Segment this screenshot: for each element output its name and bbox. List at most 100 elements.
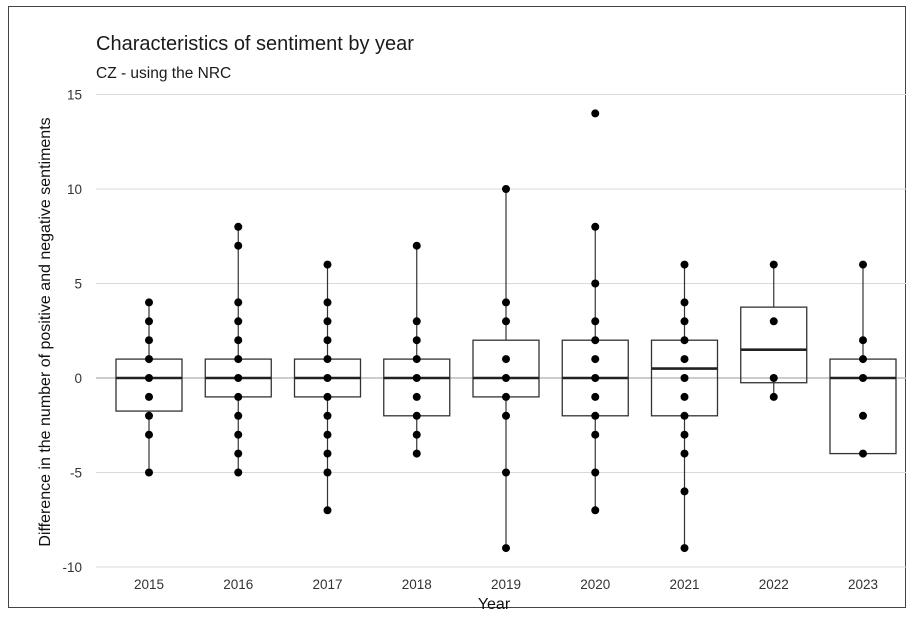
x-tick-label: 2017 <box>312 577 342 592</box>
data-point <box>680 298 689 307</box>
data-point <box>769 317 778 326</box>
y-tick-label: -5 <box>70 466 82 481</box>
data-point <box>591 374 600 382</box>
chart-title: Characteristics of sentiment by year <box>96 33 414 55</box>
data-point <box>502 468 510 477</box>
data-point <box>502 544 510 553</box>
data-point <box>412 336 421 345</box>
x-tick-label: 2022 <box>759 577 789 592</box>
data-point <box>412 430 421 439</box>
x-tick-label: 2020 <box>580 577 610 592</box>
data-point <box>591 506 600 515</box>
box-2023 <box>829 358 897 455</box>
y-tick-label: 0 <box>74 371 82 386</box>
data-point <box>502 411 510 420</box>
box-2019 <box>472 339 540 398</box>
data-point <box>591 468 600 477</box>
data-point <box>502 374 510 382</box>
data-point <box>323 411 332 420</box>
data-point <box>680 317 689 326</box>
data-point <box>859 449 867 458</box>
data-point <box>502 185 510 193</box>
box-2015 <box>115 358 183 412</box>
data-point <box>591 279 600 288</box>
data-point <box>145 430 153 439</box>
data-point <box>234 222 243 231</box>
data-point <box>591 430 600 439</box>
data-point <box>234 317 243 326</box>
y-axis-label: Difference in the number of positive and… <box>37 117 54 546</box>
data-point <box>859 355 867 364</box>
data-point <box>769 374 778 382</box>
boxes <box>115 189 897 549</box>
data-point <box>323 298 332 307</box>
data-point <box>859 260 867 269</box>
data-point <box>680 374 689 382</box>
data-point <box>323 449 332 458</box>
data-points <box>145 109 867 553</box>
x-tick-label: 2021 <box>669 577 699 592</box>
data-point <box>145 355 153 364</box>
y-tick-labels: -10 -5 0 5 10 15 <box>62 88 82 576</box>
data-point <box>769 392 778 401</box>
data-point <box>680 411 689 420</box>
data-point <box>145 374 153 382</box>
data-point <box>859 374 867 382</box>
grid-lines <box>96 94 906 568</box>
data-point <box>502 392 510 401</box>
data-point <box>234 411 243 420</box>
data-point <box>591 355 600 364</box>
y-tick-label: 10 <box>67 182 82 197</box>
data-point <box>591 317 600 326</box>
data-point <box>591 411 600 420</box>
data-point <box>234 392 243 401</box>
data-point <box>502 355 510 364</box>
data-point <box>234 298 243 307</box>
data-point <box>145 298 153 307</box>
data-point <box>680 430 689 439</box>
data-point <box>859 411 867 420</box>
data-point <box>859 336 867 345</box>
data-point <box>234 430 243 439</box>
data-point <box>412 392 421 401</box>
data-point <box>502 298 510 307</box>
data-point <box>680 392 689 401</box>
data-point <box>323 260 332 269</box>
y-tick-label: 5 <box>74 277 82 292</box>
data-point <box>234 241 243 250</box>
data-point <box>502 317 510 326</box>
data-point <box>591 222 600 231</box>
data-point <box>680 336 689 345</box>
data-point <box>323 392 332 401</box>
data-point <box>680 449 689 458</box>
data-point <box>323 468 332 477</box>
data-point <box>412 241 421 250</box>
data-point <box>145 468 153 477</box>
data-point <box>412 317 421 326</box>
data-point <box>145 317 153 326</box>
data-point <box>680 355 689 364</box>
data-point <box>591 392 600 401</box>
data-point <box>323 506 332 515</box>
x-tick-label: 2019 <box>491 577 521 592</box>
data-point <box>323 430 332 439</box>
x-tick-label: 2015 <box>134 577 164 592</box>
data-point <box>323 374 332 382</box>
box-2018 <box>383 358 451 417</box>
x-axis-label: Year <box>478 596 511 613</box>
data-point <box>591 109 600 118</box>
data-point <box>234 449 243 458</box>
data-point <box>412 449 421 458</box>
data-point <box>234 355 243 364</box>
data-point <box>323 336 332 345</box>
data-point <box>412 411 421 420</box>
data-point <box>145 411 153 420</box>
data-point <box>145 392 153 401</box>
data-point <box>680 260 689 269</box>
data-point <box>769 260 778 269</box>
data-point <box>234 374 243 382</box>
x-tick-label: 2016 <box>223 577 253 592</box>
data-point <box>591 336 600 345</box>
data-point <box>145 336 153 345</box>
